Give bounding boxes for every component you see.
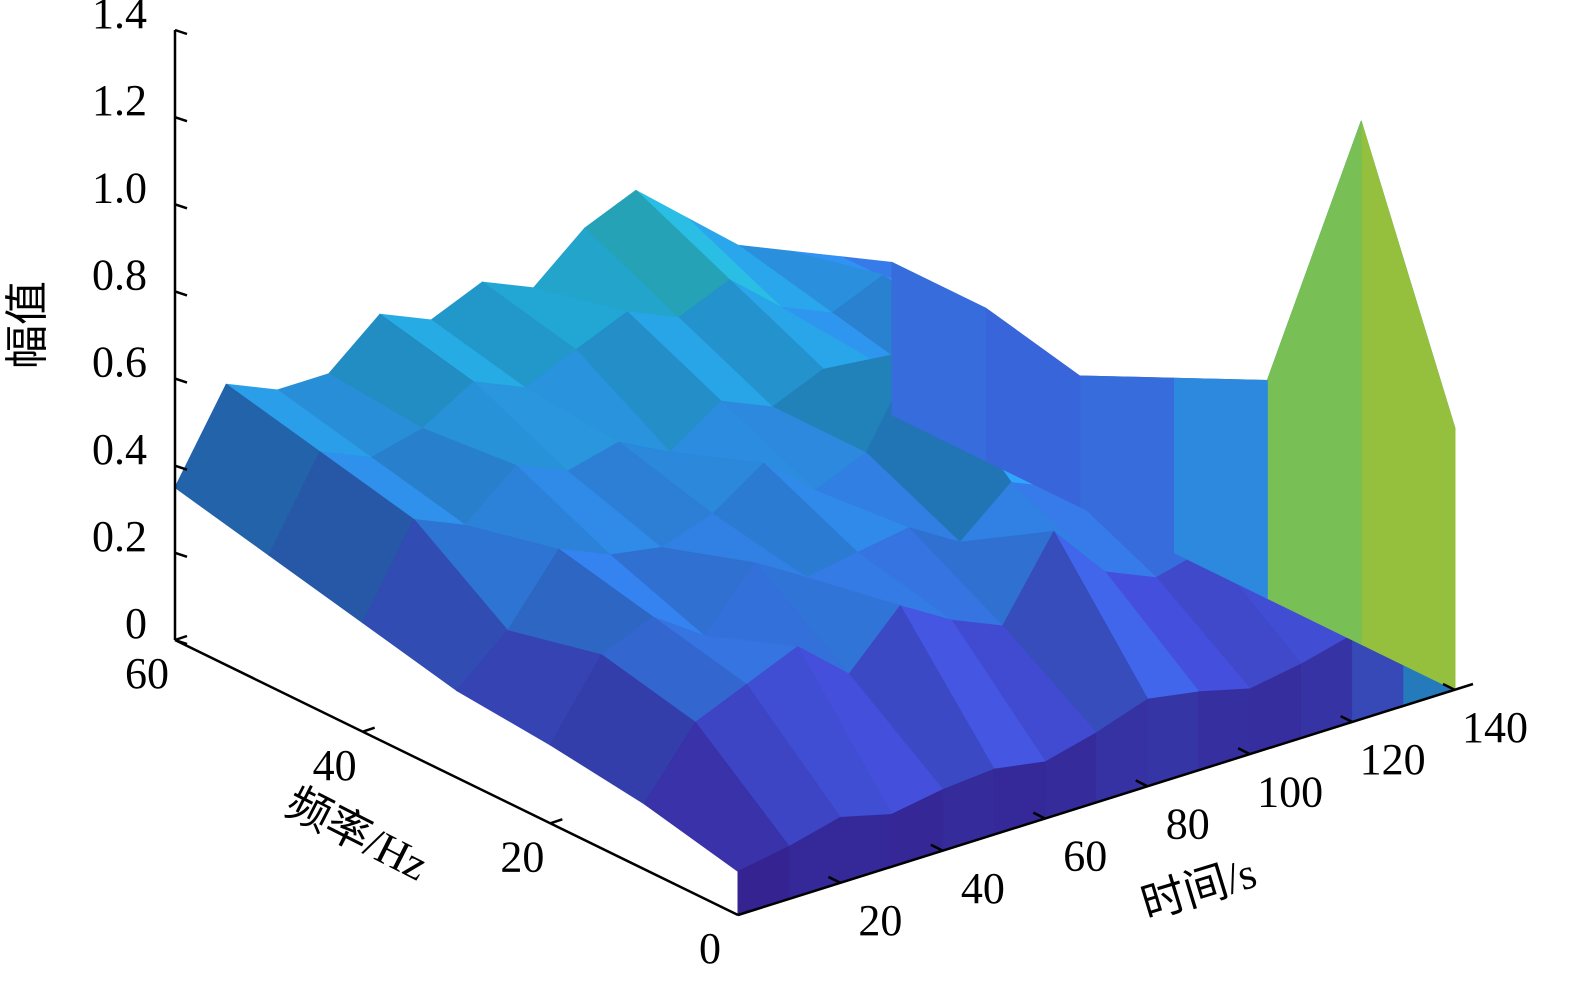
right-wall: [891, 261, 987, 462]
z-tick-label: 0: [125, 599, 147, 648]
x-tick: [1340, 715, 1354, 724]
x-tick-label: 100: [1257, 767, 1323, 816]
z-tick: [174, 464, 188, 471]
z-tick-label: 1.0: [92, 163, 147, 212]
y-tick: [174, 634, 188, 642]
right-wall: [1266, 121, 1362, 646]
x-tick: [1237, 747, 1251, 756]
x-tick-label: 60: [1063, 832, 1107, 881]
x-tick: [827, 875, 841, 884]
x-tick-label: 20: [858, 896, 902, 945]
z-tick-label: 0.6: [92, 338, 147, 387]
x-tick-label: 40: [961, 864, 1005, 913]
z-tick: [174, 551, 188, 559]
front-wall: [993, 761, 1046, 836]
y-tick-label: 0: [699, 924, 721, 973]
y-axis-label: 频率/Hz: [278, 778, 435, 890]
right-wall: [1360, 121, 1456, 691]
x-tick-label: 120: [1360, 735, 1426, 784]
z-tick: [174, 377, 188, 384]
x-tick: [1442, 682, 1456, 692]
x-tick: [1135, 779, 1149, 788]
y-tick: [549, 818, 563, 825]
y-tick: [362, 726, 376, 733]
z-tick: [174, 28, 188, 36]
z-tick-label: 0.2: [92, 512, 147, 561]
z-tick-label: 0.4: [92, 425, 147, 474]
z-tick-label: 1.4: [92, 0, 147, 38]
y-tick-label: 20: [500, 832, 544, 881]
z-axis-label: 幅值: [3, 281, 52, 369]
x-axis-label: 时间/s: [1135, 848, 1262, 929]
z-tick-label: 0.8: [92, 251, 147, 300]
z-tick: [174, 290, 188, 297]
z-tick: [174, 115, 188, 123]
y-tick: [737, 909, 751, 917]
y-axis: [174, 638, 739, 917]
y-tick-label: 40: [313, 741, 357, 790]
front-wall: [1198, 688, 1251, 772]
x-tick-label: 80: [1166, 800, 1210, 849]
z-tick: [174, 638, 188, 646]
z-tick-label: 1.2: [92, 76, 147, 125]
y-tick-label: 60: [125, 649, 169, 698]
x-tick: [1032, 811, 1046, 820]
front-wall: [839, 813, 893, 884]
z-tick: [174, 203, 188, 210]
x-tick-label: 140: [1462, 703, 1528, 752]
x-tick: [930, 843, 944, 852]
